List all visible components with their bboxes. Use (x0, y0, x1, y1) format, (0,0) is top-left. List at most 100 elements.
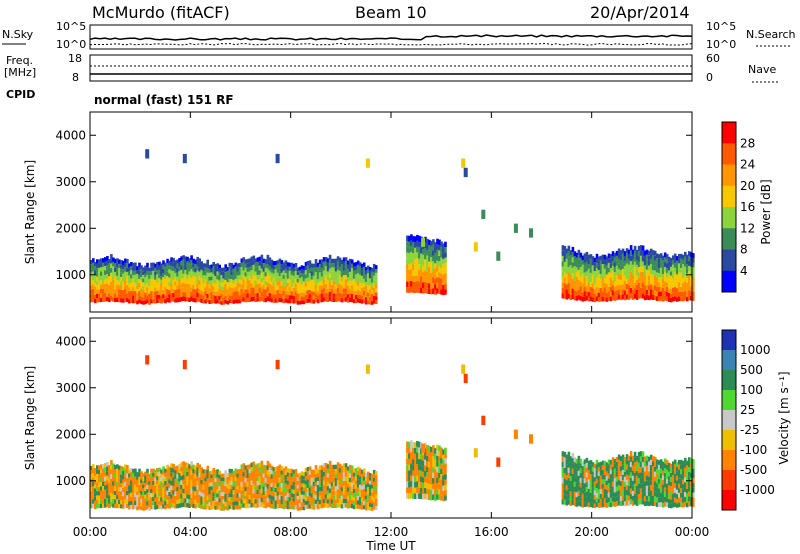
echo-cell (246, 469, 250, 474)
echo-cell (304, 290, 308, 295)
echo-cell (591, 297, 595, 302)
echo-cell (208, 296, 211, 301)
echo-cell (412, 442, 415, 448)
echo-cell (655, 473, 659, 479)
echo-cell (302, 479, 306, 484)
echo-cell (270, 478, 274, 483)
echo-cell (410, 469, 413, 476)
echo-cell (174, 264, 177, 269)
echo-cell (326, 293, 330, 298)
echo-cell (336, 278, 340, 284)
echo-cell (669, 284, 673, 289)
echo-cell (374, 482, 378, 487)
echo-cell (218, 268, 221, 273)
echo-cell (680, 459, 683, 465)
echo-cell (686, 259, 689, 264)
echo-cell (234, 274, 238, 279)
echo-cell (180, 498, 183, 503)
echo-cell (194, 465, 197, 470)
echo-cell (170, 472, 173, 477)
echo-cell (292, 501, 296, 506)
echo-cell (440, 452, 443, 459)
echo-cell (567, 483, 571, 489)
echo-cell (360, 469, 364, 474)
echo-cell (302, 506, 306, 511)
echo-cell (258, 283, 262, 289)
echo-cell (180, 287, 183, 293)
echo-cell (254, 275, 258, 281)
echo-cell (444, 278, 447, 285)
echo-cell (350, 504, 354, 509)
x-tick-label: 12:00 (374, 525, 409, 539)
echo-cell (108, 263, 111, 268)
echo-cell (94, 290, 97, 295)
echo-cell (328, 470, 332, 475)
echo-cell (418, 247, 421, 253)
velocity-plot (90, 355, 695, 511)
echo-cell (120, 294, 123, 299)
echo-cell (565, 289, 569, 295)
echo-cell (136, 495, 139, 499)
echo-cell (146, 274, 149, 279)
echo-cell (342, 472, 346, 477)
echo-cell (686, 268, 689, 274)
echo-cell (306, 500, 310, 505)
echo-cell (444, 252, 447, 258)
echo-cell (310, 283, 314, 288)
echo-cell (623, 457, 627, 462)
echo-cell (583, 478, 587, 484)
echo-cell (162, 277, 165, 282)
echo-cell (308, 289, 312, 295)
echo-cell (597, 297, 601, 302)
echo-cell (210, 284, 213, 288)
echo-cell (198, 297, 201, 302)
echo-cell (368, 473, 372, 477)
echo-cell (202, 299, 205, 304)
echo-cell (180, 278, 183, 284)
echo-cell (565, 490, 569, 496)
echo-cell (174, 466, 177, 471)
echo-cell (126, 499, 129, 504)
echo-cell (424, 248, 427, 254)
echo-cell (434, 263, 437, 269)
echo-cell (236, 279, 240, 284)
y-tick-label: 3000 (55, 175, 86, 189)
echo-cell (573, 491, 577, 497)
echo-cell (682, 282, 685, 288)
echo-cell (444, 241, 447, 247)
echo-cell (174, 470, 177, 475)
echo-cell (432, 288, 435, 294)
echo-cell (126, 503, 129, 509)
echo-cell (651, 496, 655, 501)
echo-cell (358, 468, 362, 473)
echo-cell (444, 474, 447, 480)
echo-cell (356, 504, 360, 509)
echo-cell (623, 486, 627, 492)
echo-cell (661, 283, 665, 288)
echo-cell (356, 483, 360, 488)
echo-cell (152, 270, 155, 275)
echo-cell (344, 270, 348, 275)
echo-cell (358, 295, 362, 300)
echo-cell (288, 505, 292, 510)
echo-cell (302, 277, 306, 282)
echo-cell (142, 503, 145, 507)
echo-cell (629, 456, 633, 462)
echo-cell (284, 281, 288, 286)
echo-cell (581, 498, 585, 503)
echo-cell (186, 480, 189, 486)
echo-cell (282, 480, 286, 485)
echo-cell (573, 280, 577, 286)
echo-cell (571, 473, 575, 479)
echo-cell (246, 280, 250, 285)
echo-cell (609, 469, 613, 475)
echo-cell (168, 290, 171, 295)
echo-cell (627, 500, 631, 506)
x-tick-label: 16:00 (474, 525, 509, 539)
echo-cell (342, 485, 346, 490)
echo-cell (605, 256, 609, 261)
echo-cell (318, 478, 322, 483)
echo-cell (684, 472, 687, 478)
echo-cell (366, 490, 370, 495)
echo-cell (108, 499, 111, 504)
